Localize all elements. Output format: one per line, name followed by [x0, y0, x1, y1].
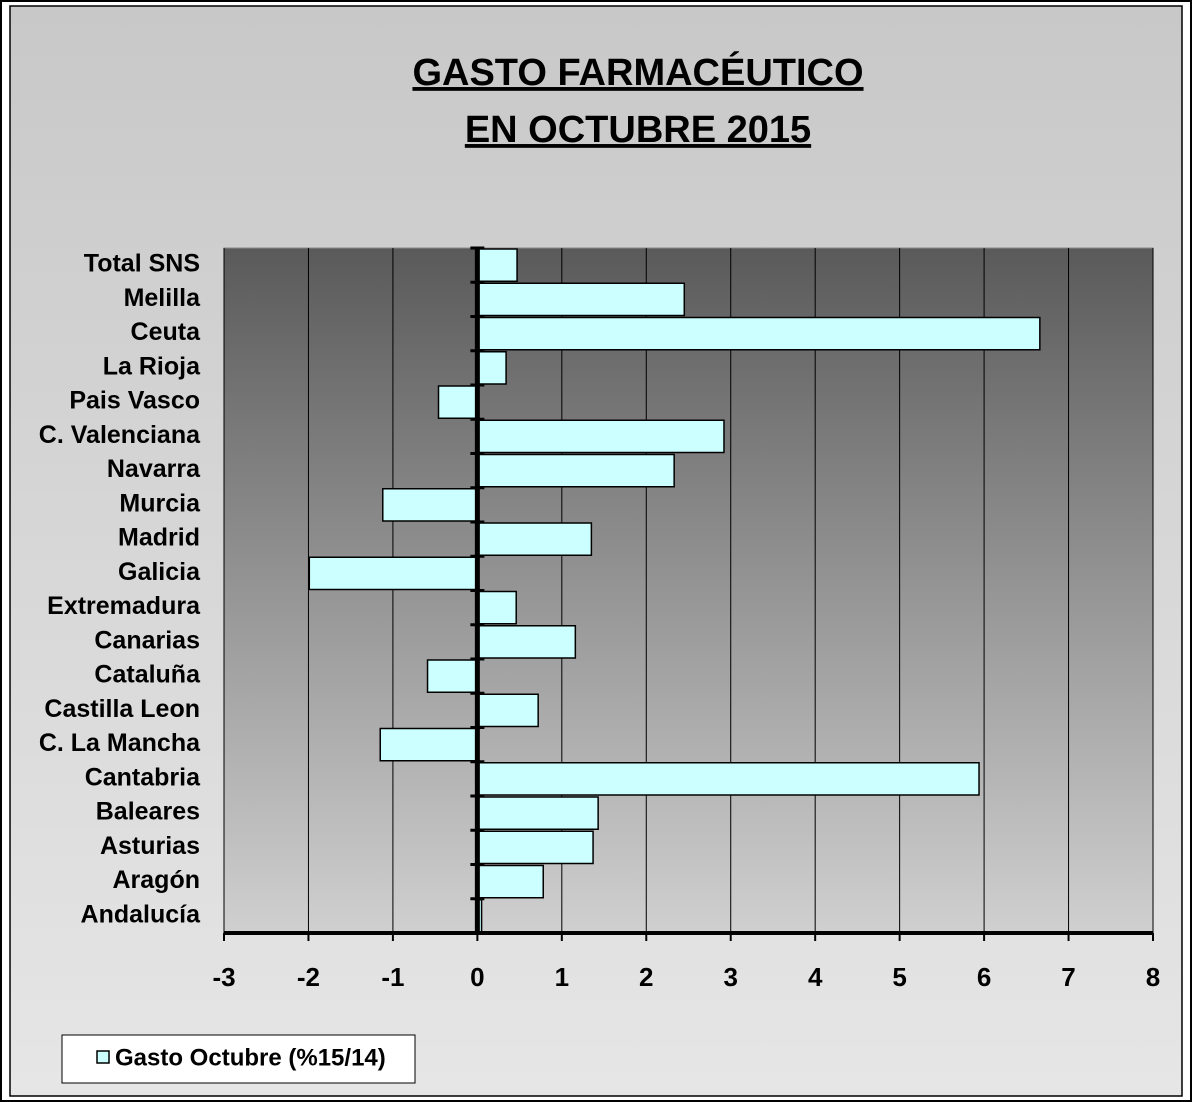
y-tick-label: Castilla Leon	[44, 695, 200, 723]
bar	[476, 590, 517, 625]
chart-title: GASTO FARMACÉUTICO	[412, 50, 863, 94]
bar	[426, 659, 479, 693]
y-tick-label: Cataluña	[94, 661, 201, 689]
legend-swatch	[96, 1050, 110, 1064]
y-tick-label: Baleares	[96, 798, 200, 826]
bar	[379, 727, 479, 762]
bar	[476, 453, 675, 488]
x-tick-label: 3	[723, 962, 737, 992]
bar	[476, 864, 544, 899]
x-tick-label: 5	[892, 962, 906, 992]
bar	[437, 385, 479, 419]
legend-label: Gasto Octubre (%15/14)	[115, 1044, 386, 1071]
y-tick-label: Andalucía	[81, 900, 202, 928]
bar	[382, 488, 479, 522]
y-tick-label: Cantabria	[85, 763, 201, 791]
x-tick-label: 4	[808, 962, 823, 992]
y-tick-label: Ceuta	[131, 318, 202, 346]
bar	[476, 522, 593, 556]
y-tick-label: Galicia	[118, 558, 201, 586]
x-tick-label: -3	[212, 962, 235, 992]
y-tick-label: Pais Vasco	[69, 387, 200, 415]
y-tick-label: Melilla	[124, 284, 202, 312]
legend	[61, 1034, 416, 1084]
bar	[476, 762, 980, 796]
y-tick-label: Madrid	[118, 524, 200, 552]
bar	[476, 693, 539, 728]
y-tick-label: La Rioja	[103, 352, 201, 380]
x-tick-label: 0	[470, 962, 484, 992]
y-tick-label: Extremadura	[47, 592, 201, 620]
y-tick-label: Navarra	[107, 455, 201, 483]
x-tick-label: 1	[555, 962, 569, 992]
bar	[476, 796, 599, 830]
x-tick-label: 2	[639, 962, 653, 992]
y-tick-label: Canarias	[94, 626, 200, 654]
chart-title: EN OCTUBRE 2015	[465, 109, 811, 151]
y-tick-label: C. Valenciana	[39, 421, 201, 449]
bar	[476, 625, 577, 659]
bar	[476, 419, 725, 454]
x-tick-label: -1	[381, 962, 404, 992]
x-tick-label: 6	[977, 962, 991, 992]
y-tick-label: C. La Mancha	[39, 729, 201, 757]
x-tick-label: 7	[1061, 962, 1075, 992]
bar	[476, 282, 686, 317]
y-tick-label: Murcia	[119, 489, 201, 517]
bar	[476, 316, 1041, 351]
bar	[476, 248, 518, 282]
y-tick-label: Asturias	[100, 832, 200, 860]
plot-area	[223, 247, 1154, 934]
x-tick-label: 8	[1146, 962, 1160, 992]
bar	[308, 556, 479, 591]
bar	[476, 351, 507, 385]
y-tick-label: Total SNS	[84, 250, 200, 278]
x-tick-label: -2	[297, 962, 320, 992]
bar	[476, 830, 594, 865]
y-tick-label: Aragón	[113, 866, 201, 894]
